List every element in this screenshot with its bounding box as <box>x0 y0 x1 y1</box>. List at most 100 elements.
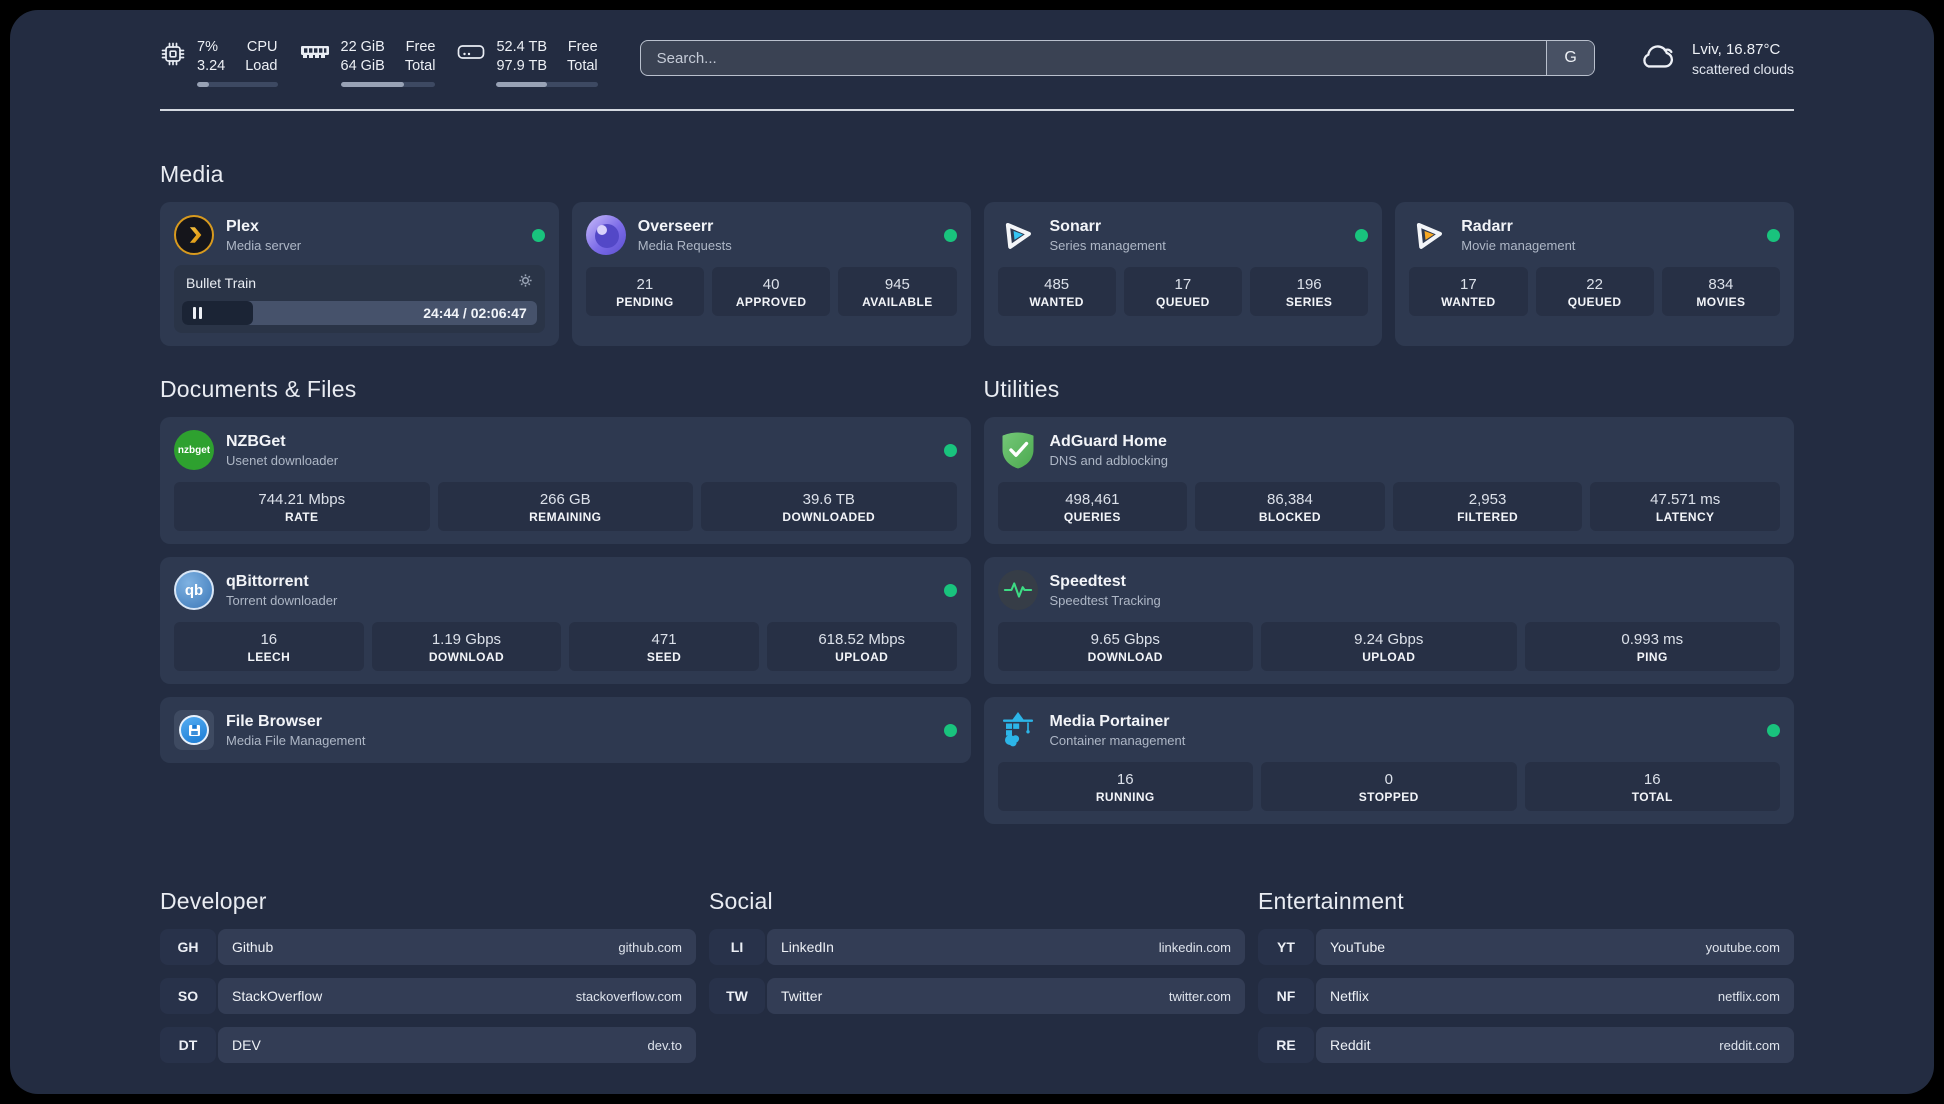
stat-value: 22 <box>1586 276 1603 293</box>
search-engine-button[interactable]: G <box>1546 41 1595 75</box>
stat-value: 9.65 Gbps <box>1090 631 1160 648</box>
cpu-label: CPU <box>246 39 278 55</box>
stat-value: 16 <box>260 631 278 648</box>
bookmark-row-youtube[interactable]: YT YouTube youtube.com <box>1258 929 1794 965</box>
weather-condition: scattered clouds <box>1692 61 1794 77</box>
status-dot <box>943 228 957 242</box>
bookmark-abbr: NF <box>1258 978 1314 1014</box>
app-description: Container management <box>1049 733 1186 748</box>
radarr-icon <box>1409 215 1449 255</box>
app-name: Radarr <box>1461 218 1513 235</box>
bookmark-row-netflix[interactable]: NF Netflix netflix.com <box>1258 978 1794 1014</box>
player-progress-bar[interactable]: 24:44 / 02:06:47 <box>182 301 537 325</box>
overseerr-card: Overseerr Media Requests 21 PENDING 40 A… <box>571 202 971 346</box>
bookmark-abbr: TW <box>709 978 765 1014</box>
bookmark-url: linkedin.com <box>1158 939 1231 955</box>
stat-tile: 40 APPROVED <box>712 267 831 316</box>
plex-icon <box>174 215 214 255</box>
bookmark-name: DEV <box>232 1037 261 1053</box>
adguard-app-link[interactable]: AdGuard Home DNS and adblocking <box>998 430 1781 470</box>
cloud-icon <box>1637 42 1679 77</box>
app-description: Media Requests <box>637 238 732 253</box>
search-input[interactable] <box>640 41 1547 75</box>
stat-label: SEED <box>646 650 682 664</box>
dashboard-page: 7% 3.24 CPU Load <box>10 10 1934 1094</box>
stat-label: MOVIES <box>1696 295 1746 309</box>
stat-tile: 498,461 QUERIES <box>997 482 1188 531</box>
radarr-card: Radarr Movie management 17 WANTED 22 QUE… <box>1395 202 1794 346</box>
storage-progress-bar <box>496 82 598 87</box>
stat-tile: 86,384 BLOCKED <box>1195 482 1385 531</box>
status-dot <box>943 723 957 737</box>
section-title-documents: Documents & Files <box>160 376 357 402</box>
stat-label: QUEUED <box>1156 295 1210 309</box>
bookmark-abbr: LI <box>709 929 765 965</box>
bookmark-row-twitter[interactable]: TW Twitter twitter.com <box>709 978 1245 1014</box>
bookmark-url: netflix.com <box>1717 988 1780 1004</box>
stat-label: FILTERED <box>1457 510 1519 524</box>
app-name: Speedtest <box>1049 573 1126 590</box>
stat-value: 498,461 <box>1065 491 1120 508</box>
overseerr-app-link[interactable]: Overseerr Media Requests <box>585 215 957 255</box>
nzbget-app-link[interactable]: nzbget NZBGet Usenet downloader <box>174 430 957 470</box>
stat-tile: 744.21 Mbps RATE <box>174 482 430 531</box>
stat-value: 86,384 <box>1266 491 1313 508</box>
memory-total-value: 64 GiB <box>340 58 385 74</box>
player-settings-icon[interactable] <box>518 273 533 293</box>
bookmark-row-dev[interactable]: DT DEV dev.to <box>160 1027 696 1063</box>
bookmark-row-stackoverflow[interactable]: SO StackOverflow stackoverflow.com <box>160 978 696 1014</box>
qbittorrent-app-link[interactable]: qb qBittorrent Torrent downloader <box>174 570 957 610</box>
pause-icon[interactable] <box>193 307 202 319</box>
bookmark-name: Twitter <box>781 988 823 1004</box>
filebrowser-card: File Browser Media File Management <box>160 697 971 763</box>
app-name: Media Portainer <box>1049 713 1170 730</box>
stat-tile: 0 STOPPED <box>1261 762 1517 811</box>
portainer-card: Media Portainer Container management 16 … <box>983 697 1794 824</box>
speedtest-app-link[interactable]: Speedtest Speedtest Tracking <box>997 570 1781 610</box>
portainer-app-link[interactable]: Media Portainer Container management <box>998 710 1780 750</box>
app-description: Media server <box>226 238 302 253</box>
memory-stat-group: 22 GiB 64 GiB Free Total <box>300 38 436 87</box>
stat-value: 17 <box>1460 276 1477 293</box>
adguard-icon <box>998 430 1038 470</box>
stat-label: UPLOAD <box>835 650 889 664</box>
stat-tile: 834 MOVIES <box>1661 267 1780 316</box>
now-playing-title: Bullet Train <box>186 275 257 291</box>
stat-label: AVAILABLE <box>862 295 933 309</box>
stat-label: SERIES <box>1285 295 1333 309</box>
bookmark-url: youtube.com <box>1705 939 1780 955</box>
plex-app-link[interactable]: Plex Media server <box>174 215 545 255</box>
stat-label: BLOCKED <box>1258 510 1321 524</box>
stat-label: UPLOAD <box>1362 650 1416 664</box>
memory-total-label: Total <box>404 58 436 74</box>
bookmark-row-reddit[interactable]: RE Reddit reddit.com <box>1258 1027 1794 1063</box>
qbittorrent-icon: qb <box>174 570 214 610</box>
stat-tile: 485 WANTED <box>997 267 1116 316</box>
bookmark-url: stackoverflow.com <box>575 988 682 1004</box>
section-documents: Documents & Files nzbget NZBGet Usenet d… <box>160 376 971 763</box>
cpu-load-label: Load <box>245 58 278 74</box>
app-name: File Browser <box>226 713 323 730</box>
stat-value: 744.21 Mbps <box>258 491 346 508</box>
stat-label: RATE <box>285 510 319 524</box>
filebrowser-icon <box>174 710 214 750</box>
bookmark-name: Netflix <box>1330 988 1369 1004</box>
bookmark-row-github[interactable]: GH Github github.com <box>160 929 696 965</box>
stat-label: TOTAL <box>1631 790 1673 804</box>
stat-value: 2,953 <box>1468 491 1507 508</box>
storage-stat-group: 52.4 TB 97.9 TB Free Total <box>457 38 598 87</box>
app-name: NZBGet <box>226 433 286 450</box>
app-name: Plex <box>226 218 259 235</box>
stat-tile: 22 QUEUED <box>1535 267 1654 316</box>
radarr-app-link[interactable]: Radarr Movie management <box>1409 215 1780 255</box>
stat-tile: 2,953 FILTERED <box>1392 482 1583 531</box>
sonarr-card: Sonarr Series management 485 WANTED 17 Q… <box>983 202 1383 346</box>
bookmark-row-linkedin[interactable]: LI LinkedIn linkedin.com <box>709 929 1245 965</box>
app-description: Movie management <box>1461 238 1576 253</box>
sonarr-app-link[interactable]: Sonarr Series management <box>998 215 1369 255</box>
filebrowser-app-link[interactable]: File Browser Media File Management <box>174 710 957 750</box>
speedtest-card: Speedtest Speedtest Tracking 9.65 Gbps D… <box>983 557 1794 684</box>
stat-label: LEECH <box>247 650 291 664</box>
stat-tile: 47.571 ms LATENCY <box>1590 482 1780 531</box>
stat-value: 16 <box>1116 771 1134 788</box>
